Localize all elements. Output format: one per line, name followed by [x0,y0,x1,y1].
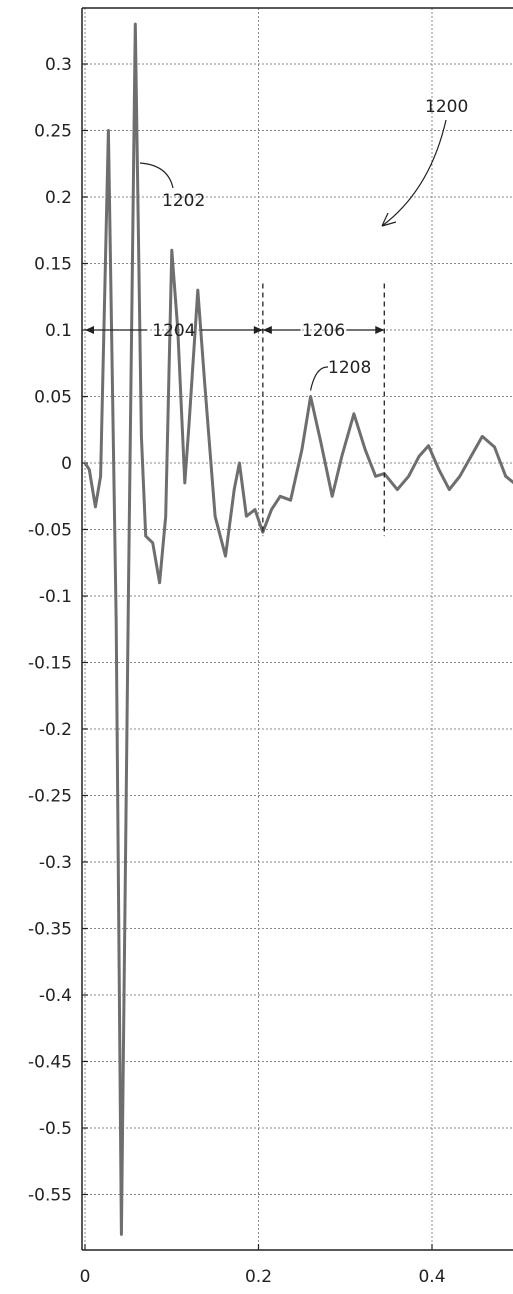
arrowhead [263,326,272,334]
figure-reference-label: 1200 [425,97,468,117]
y-tick-label: 0.3 [45,55,72,75]
series-group [85,24,513,1234]
y-tick-label: -0.25 [28,787,72,807]
y-tick-label: 0.05 [34,388,72,408]
y-tick-label: -0.15 [28,654,72,674]
y-tick-label: -0.4 [39,986,72,1006]
y-tick-label: 0 [61,454,72,474]
span-1206-label: 1206 [302,321,345,341]
tick-labels: 0.3 0.25 0.2 0.15 0.1 0.05 0 -0.05 -0.1 -0.15 -0.2… [28,55,446,1287]
leader-line [311,367,328,391]
signal-line [85,24,513,1234]
y-tick-label: 0.2 [45,188,72,208]
y-tick-label: 0.25 [34,122,72,142]
span-1204-label: 1204 [152,321,195,341]
y-tick-label: -0.1 [39,587,72,607]
y-tick-label: -0.55 [28,1186,72,1206]
y-tick-label: 0.15 [34,255,72,275]
axes [82,8,513,1250]
y-tick-label: 0.1 [45,321,72,341]
peak-reference-label: 1208 [328,358,371,378]
arrowhead [375,326,384,334]
figure-arrow [382,120,446,226]
y-tick-label: -0.35 [28,920,72,940]
grid [82,8,513,1250]
y-tick-label: -0.5 [39,1119,72,1139]
x-tick-label: 0.2 [245,1267,272,1287]
signal-reference-label: 1202 [162,191,205,211]
y-tick-label: -0.3 [39,853,72,873]
leader-line [140,163,173,188]
x-tick-label: 0 [80,1267,91,1287]
y-tick-label: -0.05 [28,521,72,541]
y-tick-label: -0.45 [28,1053,72,1073]
x-tick-label: 0.4 [418,1267,445,1287]
arrowhead [85,326,94,334]
y-tick-label: -0.2 [39,720,72,740]
